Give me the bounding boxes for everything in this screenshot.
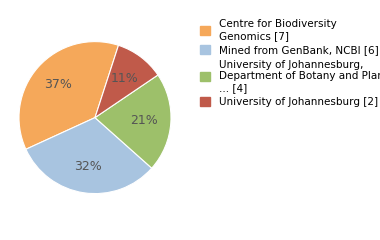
- Wedge shape: [26, 118, 152, 194]
- Text: 32%: 32%: [74, 160, 101, 173]
- Text: 11%: 11%: [111, 72, 139, 85]
- Wedge shape: [19, 42, 119, 149]
- Text: 21%: 21%: [130, 114, 158, 127]
- Wedge shape: [95, 75, 171, 168]
- Wedge shape: [95, 45, 158, 118]
- Text: 37%: 37%: [44, 78, 72, 91]
- Legend: Centre for Biodiversity
Genomics [7], Mined from GenBank, NCBI [6], University o: Centre for Biodiversity Genomics [7], Mi…: [199, 18, 380, 108]
